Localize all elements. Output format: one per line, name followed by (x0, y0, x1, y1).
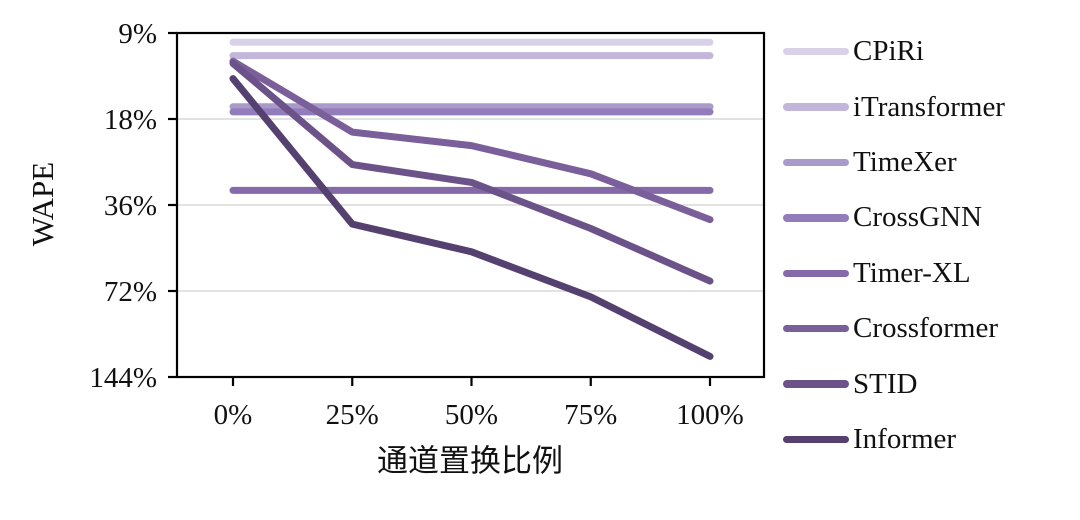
y-tick-label: 18% (104, 104, 157, 136)
x-tick-label: 25% (326, 399, 379, 431)
series-line-stid (229, 59, 714, 285)
y-tick-label: 36% (104, 190, 157, 222)
legend-swatch-informer (783, 435, 849, 444)
legend-label-crossgnn: CrossGNN (853, 201, 982, 234)
legend-swatch-stid (783, 380, 849, 388)
series-line-crossformer (229, 57, 714, 224)
legend-item-cpiri: CPiRi (783, 24, 1005, 79)
legend-label-cpiri: CPiRi (853, 35, 924, 68)
legend-swatch-cpiri (783, 47, 849, 56)
legend-item-stid: STID (783, 356, 1005, 411)
x-tick-label: 0% (214, 399, 253, 431)
legend-item-informer: Informer (783, 412, 1005, 467)
legend-item-timer-xl: Timer-XL (783, 246, 1005, 301)
legend-label-timexer: TimeXer (853, 145, 957, 178)
legend-swatch-crossgnn (783, 214, 849, 222)
y-axis-title: WAPE (25, 161, 60, 247)
legend-label-crossformer: Crossformer (853, 312, 998, 345)
y-tick-label: 72% (104, 276, 157, 308)
legend-swatch-timer-xl (783, 269, 849, 277)
legend-label-stid: STID (853, 367, 918, 400)
x-axis-title: 通道置换比例 (377, 443, 563, 479)
x-tick-label: 75% (564, 399, 617, 431)
legend-label-informer: Informer (853, 422, 957, 455)
legend-item-crossformer: Crossformer (783, 301, 1005, 356)
series-line-informer (229, 75, 714, 360)
legend-item-timexer: TimeXer (783, 135, 1005, 190)
legend-label-timer-xl: Timer-XL (853, 256, 971, 289)
y-tick-label: 144% (89, 362, 157, 394)
legend-item-itransformer: iTransformer (783, 79, 1005, 134)
legend-swatch-crossformer (783, 324, 849, 333)
x-tick-label: 100% (676, 399, 744, 431)
legend-label-itransformer: iTransformer (853, 90, 1005, 123)
y-tick-label: 9% (118, 18, 157, 50)
x-tick-label: 50% (445, 399, 498, 431)
legend-swatch-timexer (783, 158, 849, 167)
legend: CPiRi iTransformer TimeXer CrossGNN Time… (783, 24, 1005, 467)
legend-swatch-itransformer (783, 103, 849, 111)
legend-item-crossgnn: CrossGNN (783, 190, 1005, 245)
